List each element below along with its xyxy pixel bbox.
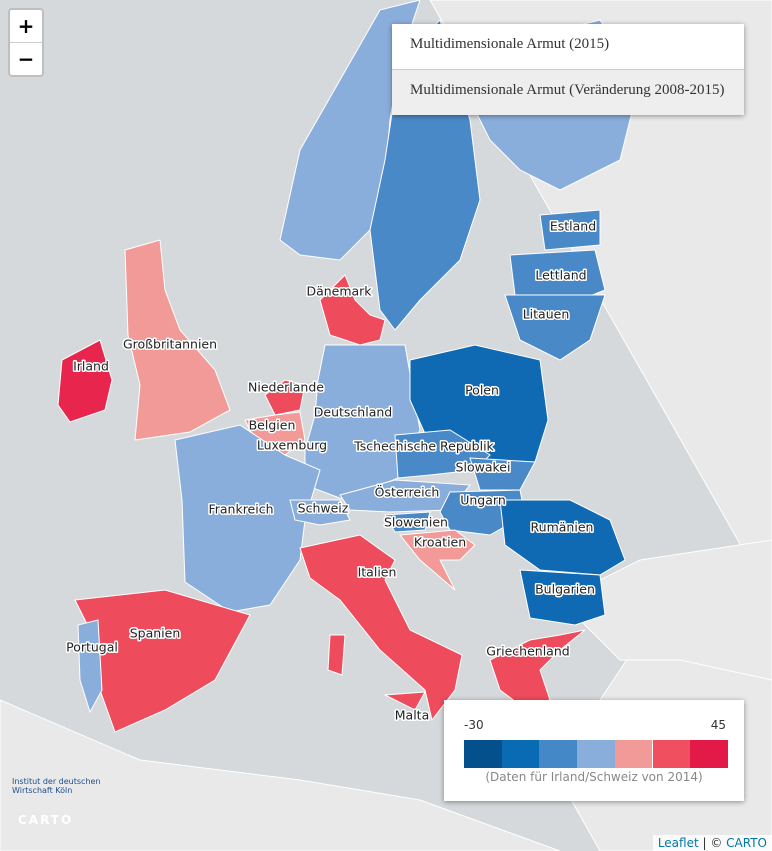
legend-swatch bbox=[652, 740, 691, 768]
country-label: Lettland bbox=[535, 268, 586, 283]
legend-note: (Daten für Irland/Schweiz von 2014) bbox=[485, 770, 703, 784]
country-label: Frankreich bbox=[208, 502, 273, 517]
legend-swatch bbox=[464, 740, 502, 768]
legend-swatch bbox=[501, 740, 540, 768]
legend-min: -30 bbox=[464, 718, 484, 732]
country-label: Belgien bbox=[249, 418, 296, 433]
country-label: Deutschland bbox=[314, 405, 392, 420]
country-label: Dänemark bbox=[306, 284, 372, 299]
legend-swatch bbox=[690, 740, 728, 768]
attribution: Leaflet | © CARTO bbox=[652, 835, 772, 851]
country-label: Schweiz bbox=[298, 501, 349, 516]
leaflet-link[interactable]: Leaflet bbox=[657, 836, 699, 850]
legend-swatch bbox=[539, 740, 578, 768]
logo-line: Institut der deutschen bbox=[12, 777, 101, 786]
country-label: Bulgarien bbox=[535, 582, 595, 597]
country-label: Österreich bbox=[375, 484, 440, 500]
country-label: Spanien bbox=[130, 626, 181, 641]
country-label: Portugal bbox=[66, 640, 118, 655]
country-label: Ungarn bbox=[460, 493, 506, 508]
country-label: Litauen bbox=[523, 307, 570, 322]
country-label: Slowenien bbox=[384, 515, 448, 530]
legend-max: 45 bbox=[710, 718, 726, 732]
country-label: Estland bbox=[550, 219, 596, 234]
layer-menu: Multidimensionale Armut (2015) Multidime… bbox=[392, 24, 744, 115]
attribution-sep: | © bbox=[698, 836, 727, 850]
country-label: Luxemburg bbox=[257, 438, 327, 453]
country-label: Irland bbox=[73, 359, 109, 374]
logo-line: Wirtschaft Köln bbox=[12, 786, 73, 795]
carto-logo: CARTO bbox=[18, 813, 74, 827]
logo: Institut der deutschen Wirtschaft Köln bbox=[12, 777, 101, 795]
country-label: Polen bbox=[465, 383, 499, 398]
legend-swatch bbox=[614, 740, 653, 768]
country-label: Malta bbox=[395, 708, 429, 723]
legend: -30 45 (Daten für Irland/Schweiz von 201… bbox=[444, 700, 744, 801]
country-label: Niederlande bbox=[248, 380, 324, 395]
country-label: Griechenland bbox=[486, 644, 569, 659]
country-label: Slowakei bbox=[456, 460, 511, 475]
country-label: Tschechische Republik bbox=[353, 439, 494, 454]
country-label: Kroatien bbox=[414, 535, 466, 550]
country-label: Rumänien bbox=[531, 520, 594, 535]
zoom-out[interactable]: − bbox=[10, 42, 42, 75]
layer-option[interactable]: Multidimensionale Armut (2015) bbox=[410, 36, 610, 52]
layer-option[interactable]: Multidimensionale Armut (Veränderung 200… bbox=[392, 69, 744, 115]
legend-swatch bbox=[577, 740, 615, 768]
carto-link[interactable]: CARTO bbox=[726, 836, 767, 850]
zoom-in[interactable]: + bbox=[17, 14, 35, 38]
country-labels: Estland Lettland Litauen Dänemark Großbritan… bbox=[65, 217, 598, 724]
country-label: Italien bbox=[358, 565, 397, 580]
country-label: Großbritannien bbox=[123, 337, 217, 352]
zoom-control: + − bbox=[8, 8, 44, 77]
